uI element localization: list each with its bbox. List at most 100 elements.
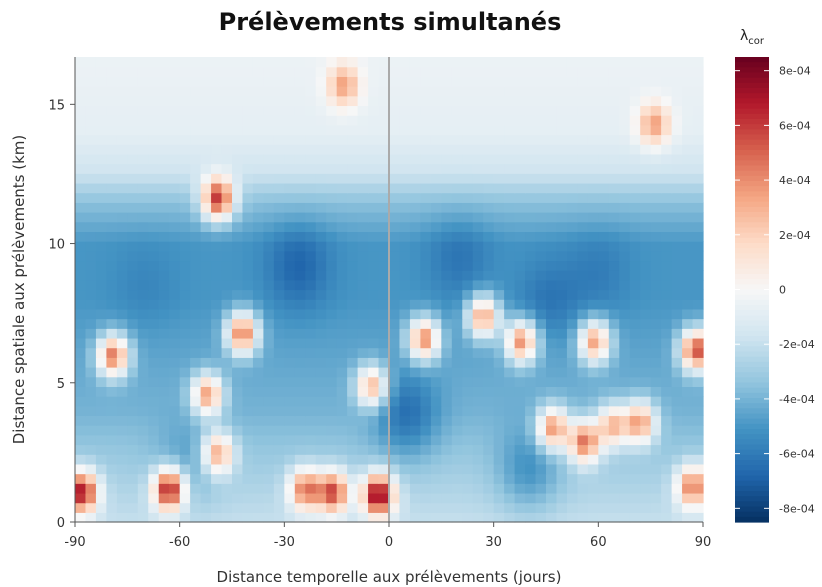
heatmap-cell (420, 57, 432, 68)
heatmap-cell (409, 386, 421, 397)
heatmap-cell (661, 347, 673, 358)
heatmap-cell (263, 202, 275, 213)
heatmap-cell (493, 231, 505, 242)
heatmap-cell (608, 328, 620, 339)
heatmap-cell (577, 357, 589, 368)
heatmap-cell (95, 163, 107, 174)
heatmap-cell (273, 502, 285, 513)
heatmap-cell (598, 367, 610, 378)
heatmap-cell (619, 425, 631, 436)
heatmap-cell (493, 86, 505, 97)
heatmap-cell (242, 134, 254, 145)
heatmap-cell (378, 57, 390, 68)
heatmap-cell (378, 270, 390, 281)
heatmap-cell (504, 212, 516, 223)
heatmap-cell (242, 463, 254, 475)
heatmap-cell (200, 444, 212, 455)
heatmap-cell (399, 192, 411, 203)
heatmap-cell (451, 357, 463, 368)
heatmap-cell (546, 299, 558, 310)
heatmap-cell (661, 260, 673, 271)
heatmap-cell (504, 454, 516, 465)
heatmap-cell (326, 279, 338, 291)
heatmap-cell (546, 386, 558, 397)
heatmap-cell (692, 357, 704, 368)
heatmap-cell (566, 163, 578, 174)
heatmap-cell (556, 279, 568, 291)
heatmap-cell (169, 144, 181, 155)
heatmap-cell (148, 95, 160, 107)
heatmap-cell (378, 405, 390, 417)
heatmap-cell (284, 144, 296, 155)
heatmap-cell (75, 454, 87, 465)
heatmap-cell (211, 115, 223, 126)
heatmap-cell (420, 66, 432, 77)
heatmap-cell (127, 318, 139, 329)
heatmap-cell (629, 328, 641, 339)
heatmap-cell (462, 163, 474, 174)
heatmap-cell (336, 357, 348, 368)
heatmap-cell (148, 134, 160, 145)
heatmap-cell (305, 434, 317, 446)
heatmap-cell (399, 250, 411, 262)
heatmap-cell (294, 260, 306, 271)
heatmap-cell (179, 512, 191, 523)
heatmap-cell (682, 231, 694, 242)
heatmap-cell (368, 202, 380, 213)
heatmap-cell (441, 386, 453, 397)
heatmap-cell (232, 202, 244, 213)
heatmap-cell (430, 270, 442, 281)
heatmap-cell (389, 415, 401, 426)
heatmap-cell (336, 144, 348, 155)
heatmap-cell (420, 241, 432, 252)
heatmap-cell (483, 463, 495, 475)
heatmap-cell (661, 241, 673, 252)
heatmap-cell (441, 163, 453, 174)
heatmap-cell (169, 115, 181, 126)
heatmap-cell (640, 434, 652, 446)
heatmap-cell (106, 308, 118, 320)
heatmap-cell (566, 337, 578, 349)
heatmap-cell (190, 502, 202, 513)
heatmap-cell (671, 279, 683, 291)
heatmap-cell (640, 512, 652, 523)
heatmap-cell (242, 260, 254, 271)
heatmap-cell (389, 434, 401, 446)
heatmap-cell (263, 76, 275, 87)
heatmap-cell (116, 473, 128, 484)
chart-title: Prélèvements simultanés (218, 8, 562, 36)
heatmap-cell (368, 182, 380, 194)
heatmap-cell (629, 444, 641, 455)
heatmap-cell (640, 502, 652, 513)
heatmap-cell (493, 66, 505, 77)
heatmap-cell (190, 396, 202, 407)
heatmap-cell (389, 105, 401, 116)
heatmap-cell (294, 66, 306, 77)
heatmap-cell (169, 173, 181, 184)
heatmap-cell (430, 212, 442, 223)
heatmap-cell (483, 182, 495, 194)
heatmap-cell (598, 502, 610, 513)
heatmap-cell (336, 163, 348, 174)
heatmap-cell (535, 308, 547, 320)
heatmap-cell (587, 270, 599, 281)
heatmap-cell (650, 463, 662, 475)
heatmap-cell (378, 396, 390, 407)
heatmap-cell (692, 115, 704, 126)
heatmap-cell (598, 425, 610, 436)
heatmap-cell (420, 415, 432, 426)
heatmap-cell (577, 279, 589, 291)
heatmap-cell (347, 405, 359, 417)
legend-swatch (735, 77, 769, 84)
legend-swatch (735, 511, 769, 518)
heatmap-cell (514, 337, 526, 349)
heatmap-cell (587, 250, 599, 262)
heatmap-cell (587, 405, 599, 417)
heatmap-cell (85, 444, 97, 455)
heatmap-cell (577, 425, 589, 436)
heatmap-cell (221, 76, 233, 87)
heatmap-cell (682, 308, 694, 320)
heatmap-cell (127, 182, 139, 194)
heatmap-cell (587, 124, 599, 136)
heatmap-cell (127, 144, 139, 155)
